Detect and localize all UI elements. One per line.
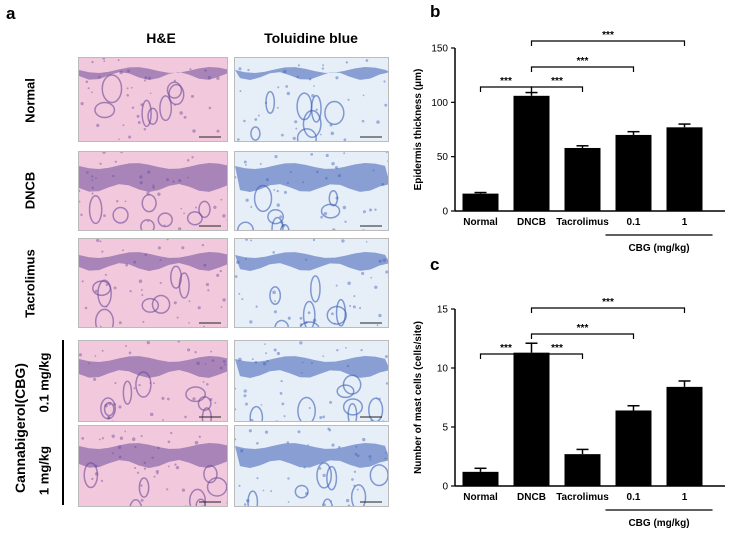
chart-b-ytick-label-0: 0: [442, 207, 448, 218]
panel-a-letter: a: [6, 4, 16, 23]
chart-c-xtick-label-2: Tacrolimus: [556, 492, 609, 503]
chart-b-bar-1: [513, 95, 550, 211]
chart-b-ylabel: Epidermis thickness (μm): [413, 69, 424, 191]
chart-b-sig-bracket-2: [530, 66, 635, 72]
chart-c-ytick-label-0: 0: [442, 482, 448, 493]
chart-b-xtick-label-1: DNCB: [517, 217, 546, 228]
chart-b-sig-label-0: ***: [500, 76, 512, 87]
chart-b-xtick-label-2: Tacrolimus: [556, 217, 609, 228]
row-label-cbg-0-1: 0.1 mg/kg: [36, 352, 52, 413]
chart-c-xtick-label-0: Normal: [463, 492, 498, 503]
chart-c-ytick-label-3: 15: [437, 305, 449, 316]
chart-b-bar-0: [462, 193, 499, 211]
micrograph-toluidine-normal: [234, 57, 389, 142]
micrograph-toluidine-cbg-0-1: [234, 340, 389, 422]
micrograph-he-dncb: [78, 151, 228, 231]
chart-c-svg: 0 5 10 15 Number of mast cells (cells/site) N…: [413, 297, 725, 529]
chart-b-ytick-label-1: 50: [437, 152, 449, 163]
chart-c-sig-bracket-2: [530, 333, 635, 339]
chart-c: 0 5 10 15 Number of mast cells (cells/site) N…: [395, 283, 735, 555]
chart-b-xtick-label-4: 1: [682, 217, 688, 228]
chart-c-ytick-label-1: 5: [442, 423, 448, 434]
panel-b-letter: b: [430, 2, 441, 21]
chart-b-bar-2: [564, 147, 601, 211]
chart-b-svg: 0 50 100 150 Epidermis thickness (μm) Normal D…: [413, 30, 725, 254]
chart-c-bar-1: [513, 352, 550, 486]
chart-c-ytick-label-2: 10: [437, 364, 449, 375]
chart-b-bar-4: [666, 127, 703, 211]
chart-c-xtick-label-4: 1: [682, 492, 688, 503]
micrograph-toluidine-cbg-1: [234, 425, 389, 507]
chart-c-sig-bracket-3: [530, 307, 686, 313]
cbg-group-label: Cannabigerol(CBG): [12, 363, 28, 493]
chart-c-xtick-label-1: DNCB: [517, 492, 546, 503]
row-label-dncb: DNCB: [22, 171, 38, 210]
chart-c-bar-2: [564, 454, 601, 486]
row-label-cbg-1: 1 mg/kg: [36, 445, 52, 496]
chart-b-cbg-label: CBG (mg/kg): [628, 243, 689, 254]
chart-c-sig-label-2: ***: [577, 323, 589, 334]
cbg-group-bracket: [62, 340, 64, 505]
chart-c-bar-4: [666, 386, 703, 486]
chart-b-xtick-label-0: Normal: [463, 217, 498, 228]
chart-b-xtick-label-3: 0.1: [627, 217, 641, 228]
panel-c-letter: c: [430, 255, 440, 274]
micrograph-he-cbg-0-1: [78, 340, 228, 422]
chart-b-sig-bracket-3: [530, 40, 686, 46]
column-header-toluidine: Toluidine blue: [264, 30, 358, 46]
chart-b-ytick-label-2: 100: [431, 98, 448, 109]
chart-c-sig-label-1: ***: [551, 343, 563, 354]
chart-c-bar-0: [462, 471, 499, 486]
chart-b-ytick-label-3: 150: [431, 44, 448, 55]
chart-b-sig-bracket-0: [479, 86, 533, 92]
chart-c-cbg-label: CBG (mg/kg): [628, 518, 689, 529]
chart-c-bar-3: [615, 410, 652, 486]
chart-c-sig-label-0: ***: [500, 343, 512, 354]
chart-b-sig-bracket-1: [530, 86, 584, 92]
micrograph-toluidine-dncb: [234, 151, 389, 231]
column-header-he: H&E: [146, 30, 176, 46]
micrograph-toluidine-tacrolimus: [234, 238, 389, 328]
micrograph-he-tacrolimus: [78, 238, 228, 328]
chart-b: 0 50 100 150 Epidermis thickness (μm) Normal D…: [395, 20, 735, 270]
micrograph-he-normal: [78, 57, 228, 142]
chart-b-bar-3: [615, 134, 652, 211]
chart-c-sig-label-3: ***: [602, 297, 614, 308]
micrograph-he-cbg-1: [78, 425, 228, 507]
row-label-tacrolimus: Tacrolimus: [22, 249, 38, 318]
chart-b-sig-label-2: ***: [577, 56, 589, 67]
row-label-normal: Normal: [22, 78, 38, 123]
chart-c-sig-bracket-1: [530, 353, 584, 359]
chart-b-sig-label-1: ***: [551, 76, 563, 87]
chart-c-xtick-label-3: 0.1: [627, 492, 641, 503]
chart-c-ylabel: Number of mast cells (cells/site): [413, 321, 424, 474]
chart-b-sig-label-3: ***: [602, 30, 614, 41]
